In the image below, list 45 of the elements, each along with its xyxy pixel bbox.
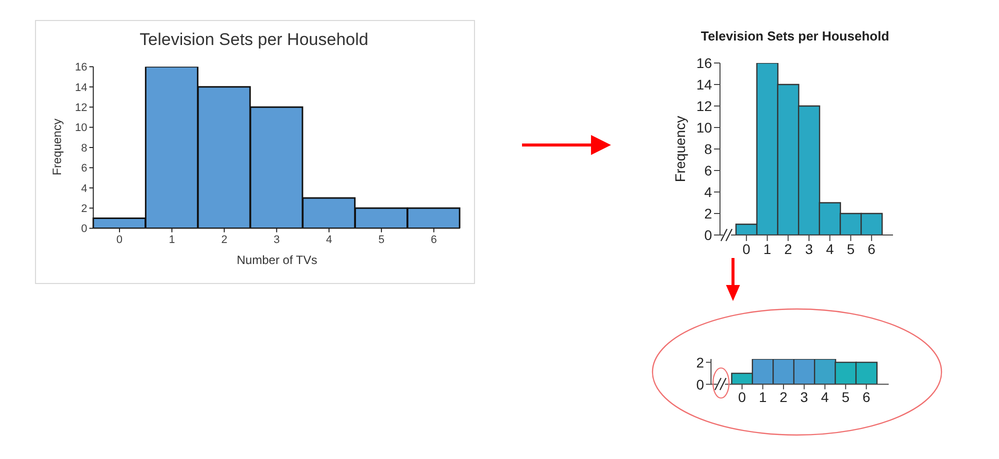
x-tick-label: 0 — [742, 240, 751, 257]
y-tick-label: 16 — [75, 62, 88, 74]
x-tick-label: 4 — [826, 240, 834, 257]
y-tick-label: 4 — [704, 184, 712, 200]
x-tick-label: 5 — [378, 234, 384, 246]
x-tick-label: 3 — [274, 234, 280, 246]
y-tick-label: 10 — [75, 122, 88, 134]
y-tick-label: 6 — [704, 162, 712, 178]
y-tick-label: 4 — [81, 182, 88, 195]
y-tick-label: 14 — [696, 76, 712, 92]
x-tick-label: 2 — [784, 240, 792, 257]
y-tick-label: 2 — [696, 354, 704, 370]
y-tick-label: 6 — [81, 162, 88, 175]
x-tick-label: 3 — [800, 389, 808, 406]
x-tick-label: 5 — [846, 240, 855, 257]
y-axis-title: Frequency — [50, 118, 65, 176]
y-tick-label: 12 — [75, 102, 88, 114]
x-tick-label: 0 — [116, 234, 123, 246]
y-axis-title: Frequency — [672, 116, 688, 182]
x-tick-label: 1 — [168, 234, 175, 246]
x-tick-label: 5 — [842, 389, 850, 406]
y-tick-label: 2 — [704, 205, 712, 222]
x-tick-label: 2 — [221, 234, 228, 246]
y-tick-label: 12 — [696, 98, 712, 114]
x-tick-label: 3 — [805, 240, 814, 257]
x-tick-label: 6 — [862, 389, 870, 406]
x-tick-label: 2 — [780, 389, 788, 406]
chart-title: Television Sets per Household — [700, 28, 890, 44]
y-tick-label: 8 — [704, 140, 712, 157]
y-tick-label: 0 — [696, 376, 704, 392]
y-tick-label: 14 — [75, 82, 88, 94]
y-tick-label: 16 — [696, 54, 712, 71]
y-tick-label: 8 — [81, 142, 88, 154]
x-tick-label: 1 — [758, 389, 767, 406]
x-tick-label: 0 — [738, 389, 746, 406]
y-tick-label: 10 — [696, 119, 712, 136]
x-tick-label: 4 — [326, 234, 332, 246]
x-tick-label: 6 — [868, 240, 876, 257]
x-tick-label: 6 — [430, 234, 437, 246]
y-tick-label: 2 — [81, 203, 88, 216]
x-axis-title: Number of TVs — [236, 253, 318, 268]
x-tick-label: 4 — [821, 389, 830, 406]
chart-title: Television Sets per Household — [140, 30, 368, 50]
y-tick-label: 0 — [81, 223, 88, 236]
x-tick-label: 1 — [763, 240, 772, 257]
